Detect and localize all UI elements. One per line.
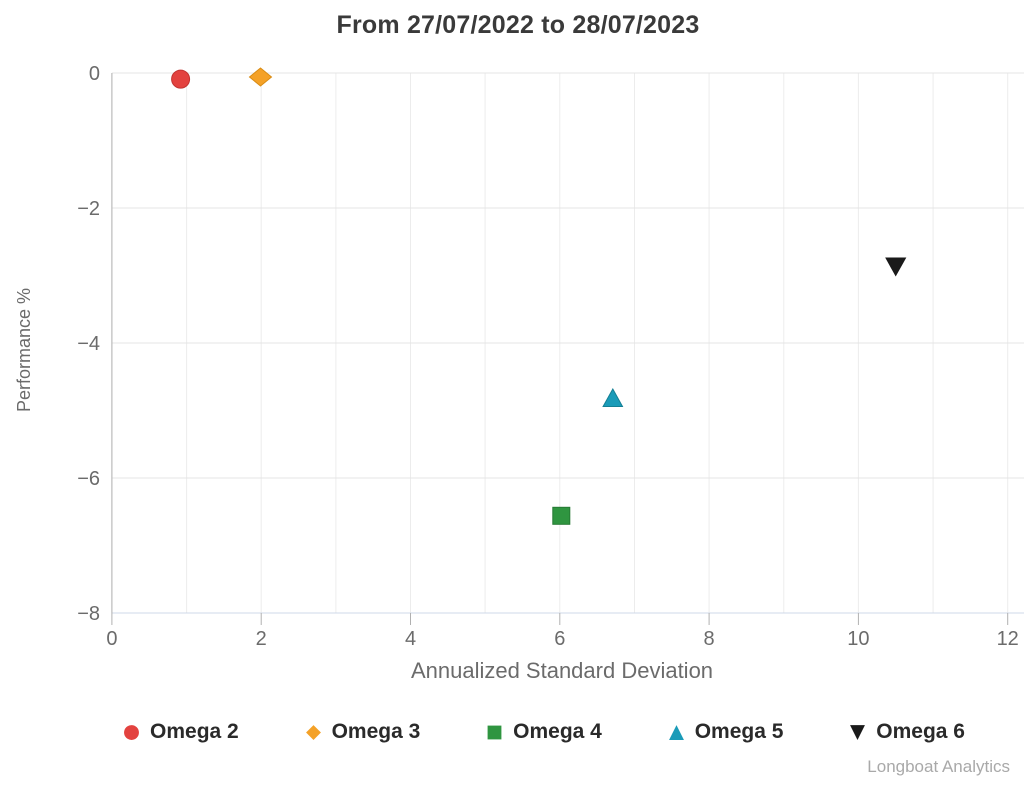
svg-text:−8: −8 bbox=[77, 603, 100, 625]
svg-text:0: 0 bbox=[89, 63, 100, 85]
svg-text:12: 12 bbox=[997, 628, 1019, 650]
svg-text:−6: −6 bbox=[77, 468, 100, 490]
svg-text:−4: −4 bbox=[77, 333, 100, 355]
svg-text:0: 0 bbox=[106, 628, 117, 650]
svg-text:8: 8 bbox=[704, 628, 715, 650]
svg-text:6: 6 bbox=[554, 628, 565, 650]
svg-text:4: 4 bbox=[405, 628, 416, 650]
svg-text:−2: −2 bbox=[77, 198, 100, 220]
svg-text:10: 10 bbox=[847, 628, 869, 650]
svg-text:2: 2 bbox=[256, 628, 267, 650]
